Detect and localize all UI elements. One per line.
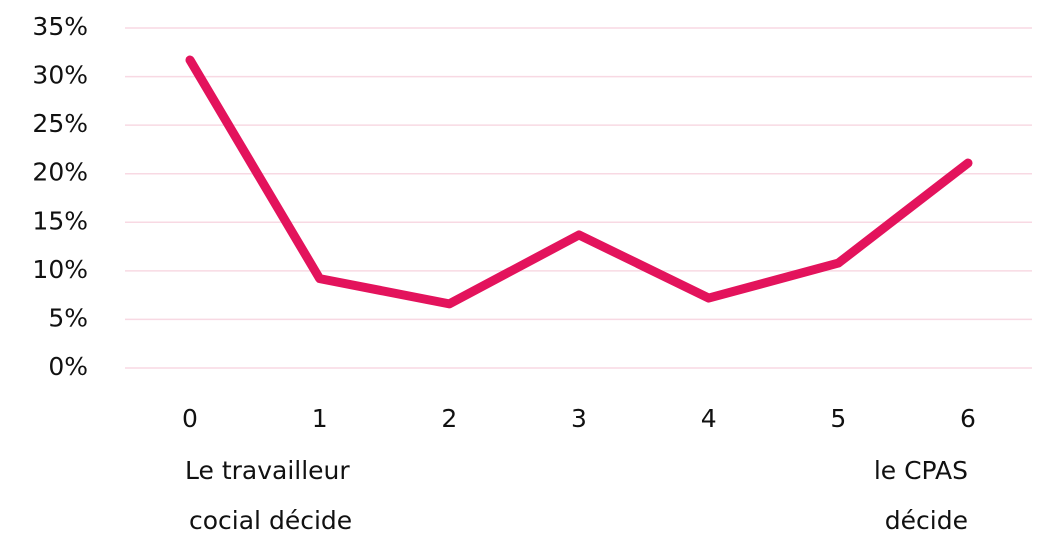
- annotation: décide: [885, 506, 968, 533]
- annotation: le CPAS: [874, 456, 968, 485]
- x-tick-label: 5: [830, 404, 846, 433]
- annotation: cocial décide: [189, 506, 352, 533]
- y-tick-label: 5%: [48, 303, 88, 332]
- annotation: Le travailleur: [185, 456, 350, 485]
- y-tick-label: 10%: [32, 255, 88, 284]
- y-tick-label: 35%: [32, 12, 88, 41]
- x-tick-label: 0: [182, 404, 198, 433]
- x-tick-label: 1: [312, 404, 328, 433]
- y-tick-label: 15%: [32, 206, 88, 235]
- y-tick-label: 20%: [32, 158, 88, 187]
- y-tick-label: 30%: [32, 61, 88, 90]
- y-tick-label: 0%: [48, 352, 88, 381]
- x-tick-label: 6: [960, 404, 976, 433]
- x-tick-label: 4: [701, 404, 717, 433]
- data-line: [185, 55, 973, 309]
- x-tick-label: 2: [441, 404, 457, 433]
- x-tick-label: 3: [571, 404, 587, 433]
- y-tick-label: 25%: [32, 109, 88, 138]
